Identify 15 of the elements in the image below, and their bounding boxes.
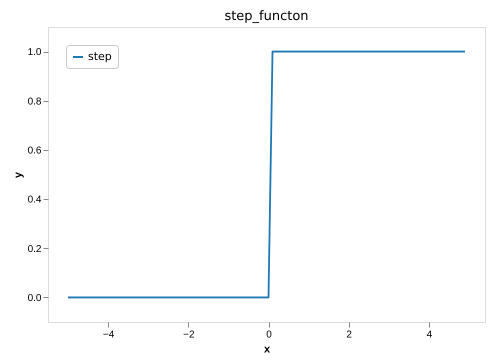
- y-tick-label: 0.2: [28, 244, 42, 255]
- x-tick-label: −4: [102, 330, 115, 340]
- legend-label: step: [88, 50, 112, 63]
- y-tick-label: 0.4: [28, 194, 42, 206]
- x-axis-title: x: [264, 344, 271, 356]
- y-tick-label: 0.0: [28, 292, 42, 304]
- x-tick-label: 2: [346, 330, 352, 340]
- y-axis-title: y: [12, 171, 25, 178]
- chart-title: step_functon: [224, 9, 309, 24]
- y-tick-label: 0.8: [28, 96, 42, 108]
- y-tick-label: 0.6: [28, 145, 42, 156]
- y-tick-label: 1.0: [28, 47, 42, 58]
- x-tick-label: 4: [426, 330, 433, 340]
- x-tick-label: −2: [183, 330, 195, 340]
- x-tick-label: 0: [266, 330, 272, 340]
